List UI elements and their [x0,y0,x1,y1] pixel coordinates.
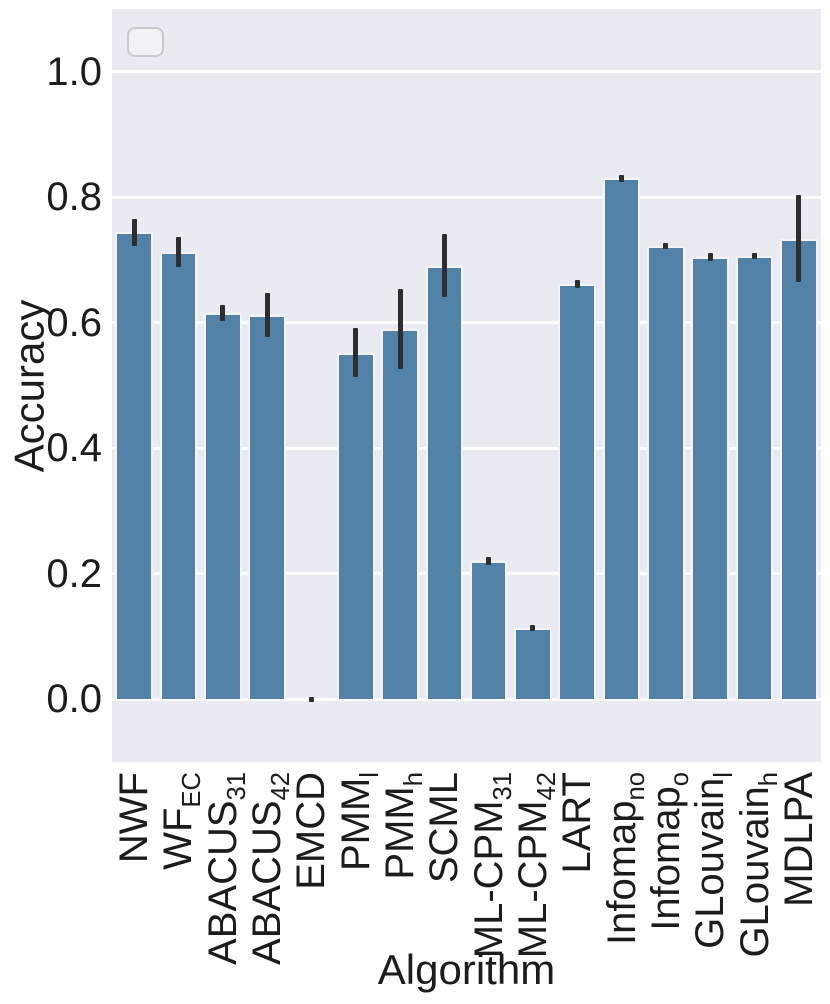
error-bar [175,236,181,267]
bar-pmm-l [336,352,375,700]
x-tick-label-text: ML-CPM31 [466,772,517,959]
error-bar [707,253,713,261]
gridline [112,572,821,576]
x-tick-label-text: EMCD [289,772,334,890]
error-bar [220,304,226,321]
gridline [112,446,821,450]
x-tick-label-text: SCML [422,772,467,884]
bar-ml-cpm-42 [514,627,552,700]
error-bar [574,280,580,288]
bar-glouvain-l [691,256,729,700]
bar-abacus-31 [203,312,242,700]
bar-infomap-o [647,246,685,700]
x-tick-label-text: LART [555,772,600,874]
y-tick-label: 0.8 [46,175,102,220]
error-bar [308,696,314,702]
error-bar [619,174,625,183]
bar-lart [558,283,597,700]
error-bar [264,292,270,337]
x-tick-label-text: ML-CPM42 [510,772,561,959]
y-tick-label: 1.0 [46,49,102,94]
y-tick-label: 0.4 [46,426,102,471]
x-tick-label-text: PMMh [378,772,429,880]
gridline [112,70,821,74]
x-tick-label-text: NWF [112,772,157,864]
y-tick-label: 0.0 [46,677,102,722]
bar-scml [425,265,464,700]
error-bar [530,624,536,631]
x-tick-label-text: ABACUS31 [200,772,251,965]
x-tick-label-text: GLouvainl [688,772,739,949]
x-tick-label-text: PMMl [333,772,384,872]
error-bar [353,328,359,378]
error-bar [397,289,403,369]
error-bar [663,243,669,250]
error-bar [486,557,492,565]
bar-glouvain-h [735,256,774,700]
gridline [112,321,821,325]
error-bar [441,234,447,298]
bar-mdlpa [780,238,818,700]
legend-box [127,27,164,57]
bar-ml-cpm-31 [469,561,508,700]
x-axis-label: Algorithm [377,946,556,993]
x-tick-label-text: WFEC [156,772,207,870]
x-tick-label-text: MDLPA [776,772,821,907]
gridline [112,195,821,199]
bar-wf-EC [159,251,198,700]
bar-pmm-h [381,329,419,700]
x-tick-label-text: Infomapo [643,772,694,931]
y-tick-label: 0.2 [46,551,102,596]
x-tick-label-text: GLouvainh [732,772,783,958]
x-tick-label-text: ABACUS42 [245,772,296,965]
error-bar [796,195,802,282]
y-tick-label: 0.6 [46,300,102,345]
bar-nwf [115,232,153,700]
gridline [112,697,821,701]
x-tick-label-text: Infomapno [599,772,650,945]
bar-abacus-42 [248,314,286,700]
bar-infomap-no [602,178,641,700]
error-bar [752,253,758,260]
error-bar [131,219,137,246]
y-axis-label: Accuracy [0,9,58,762]
